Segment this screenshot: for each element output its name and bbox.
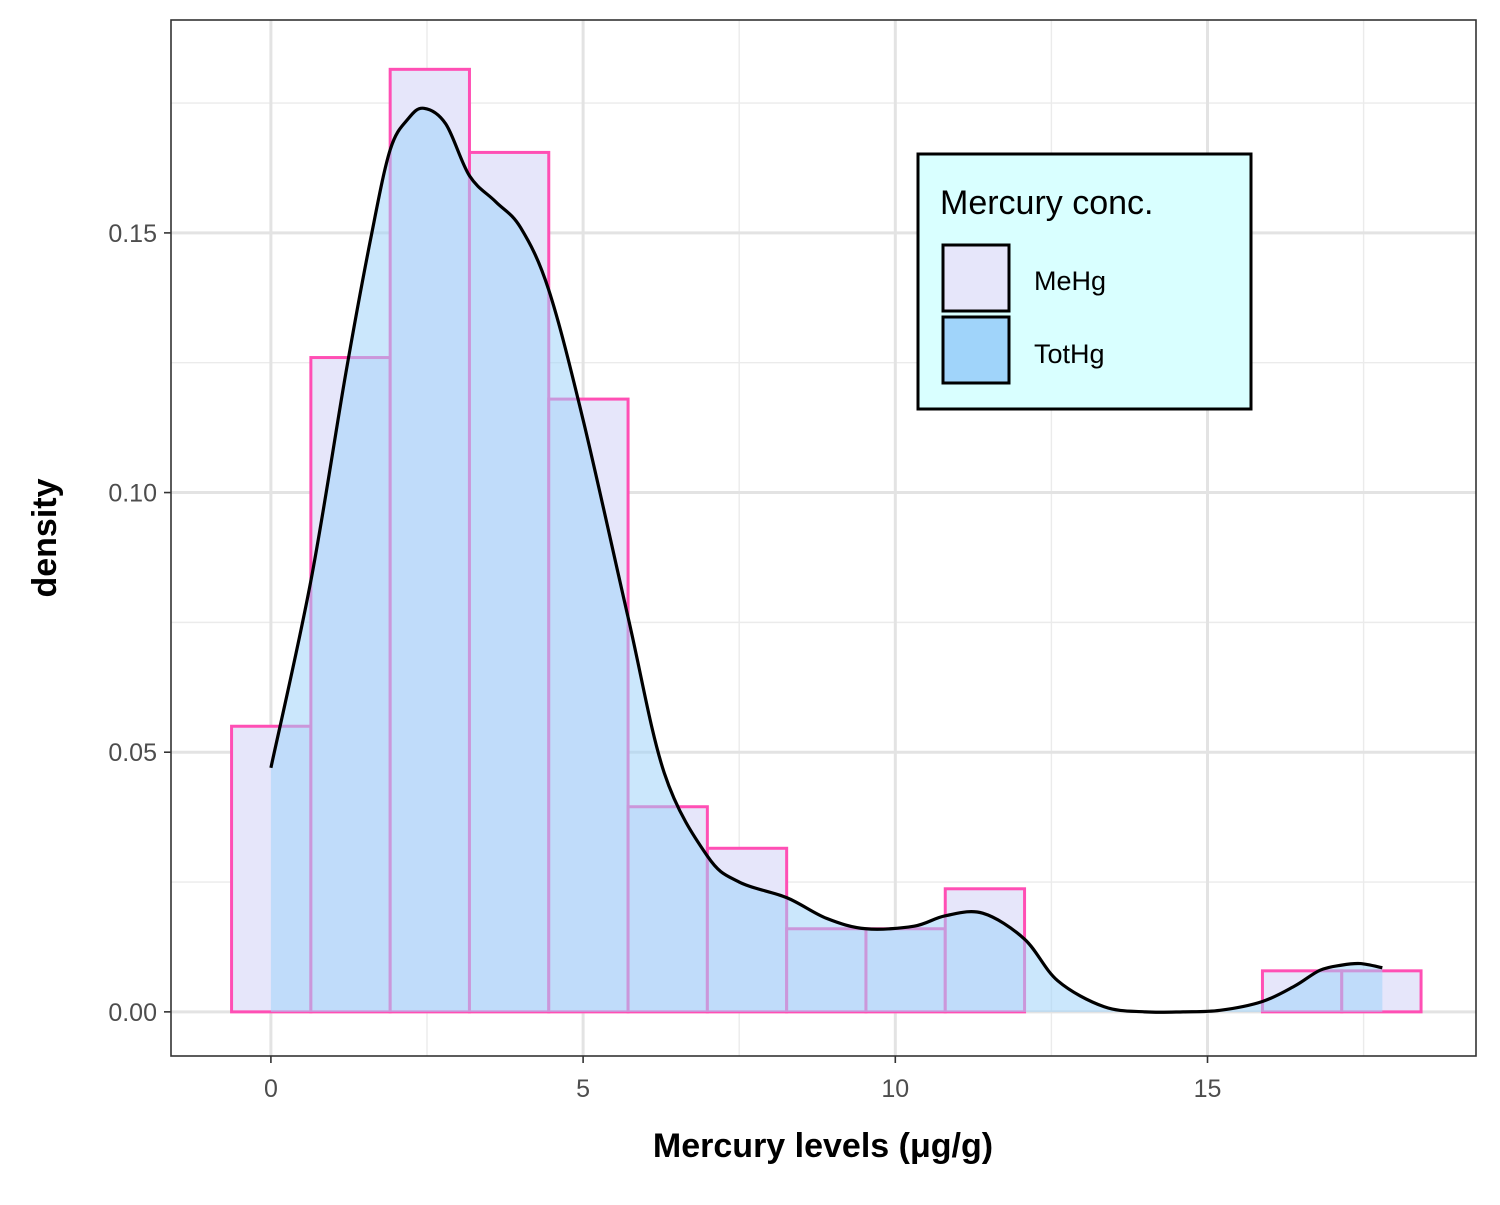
density-line-tothg <box>269 106 1383 1014</box>
density-layer <box>269 106 1383 1014</box>
legend-title: Mercury conc. <box>940 184 1154 222</box>
density-area-tothg <box>270 108 1383 1013</box>
y-tick-label: 0.15 <box>108 220 157 248</box>
x-tick-label: 5 <box>576 1075 590 1103</box>
legend-key-tothg <box>941 315 1011 385</box>
x-tick-label: 15 <box>1194 1075 1222 1103</box>
x-tick-label: 0 <box>264 1075 278 1103</box>
y-tick-label: 0.10 <box>108 480 157 508</box>
axes-layer: 0 5 10 15 0.00 0.05 0.10 0.15 <box>108 220 1221 1103</box>
y-tick-label: 0.05 <box>108 739 157 767</box>
y-tick-label: 0.00 <box>108 999 157 1027</box>
x-tick-label: 10 <box>881 1075 909 1103</box>
legend-label-tothg: TotHg <box>1034 339 1105 369</box>
y-axis-title: density <box>26 478 64 597</box>
legend-key-mehg <box>941 243 1011 313</box>
legend: Mercury conc. MeHg TotHg <box>916 152 1253 411</box>
legend-label-mehg: MeHg <box>1034 266 1106 296</box>
plot-panel-border <box>170 19 1477 1057</box>
x-axis-title: Mercury levels (μg/g) <box>653 1127 993 1165</box>
